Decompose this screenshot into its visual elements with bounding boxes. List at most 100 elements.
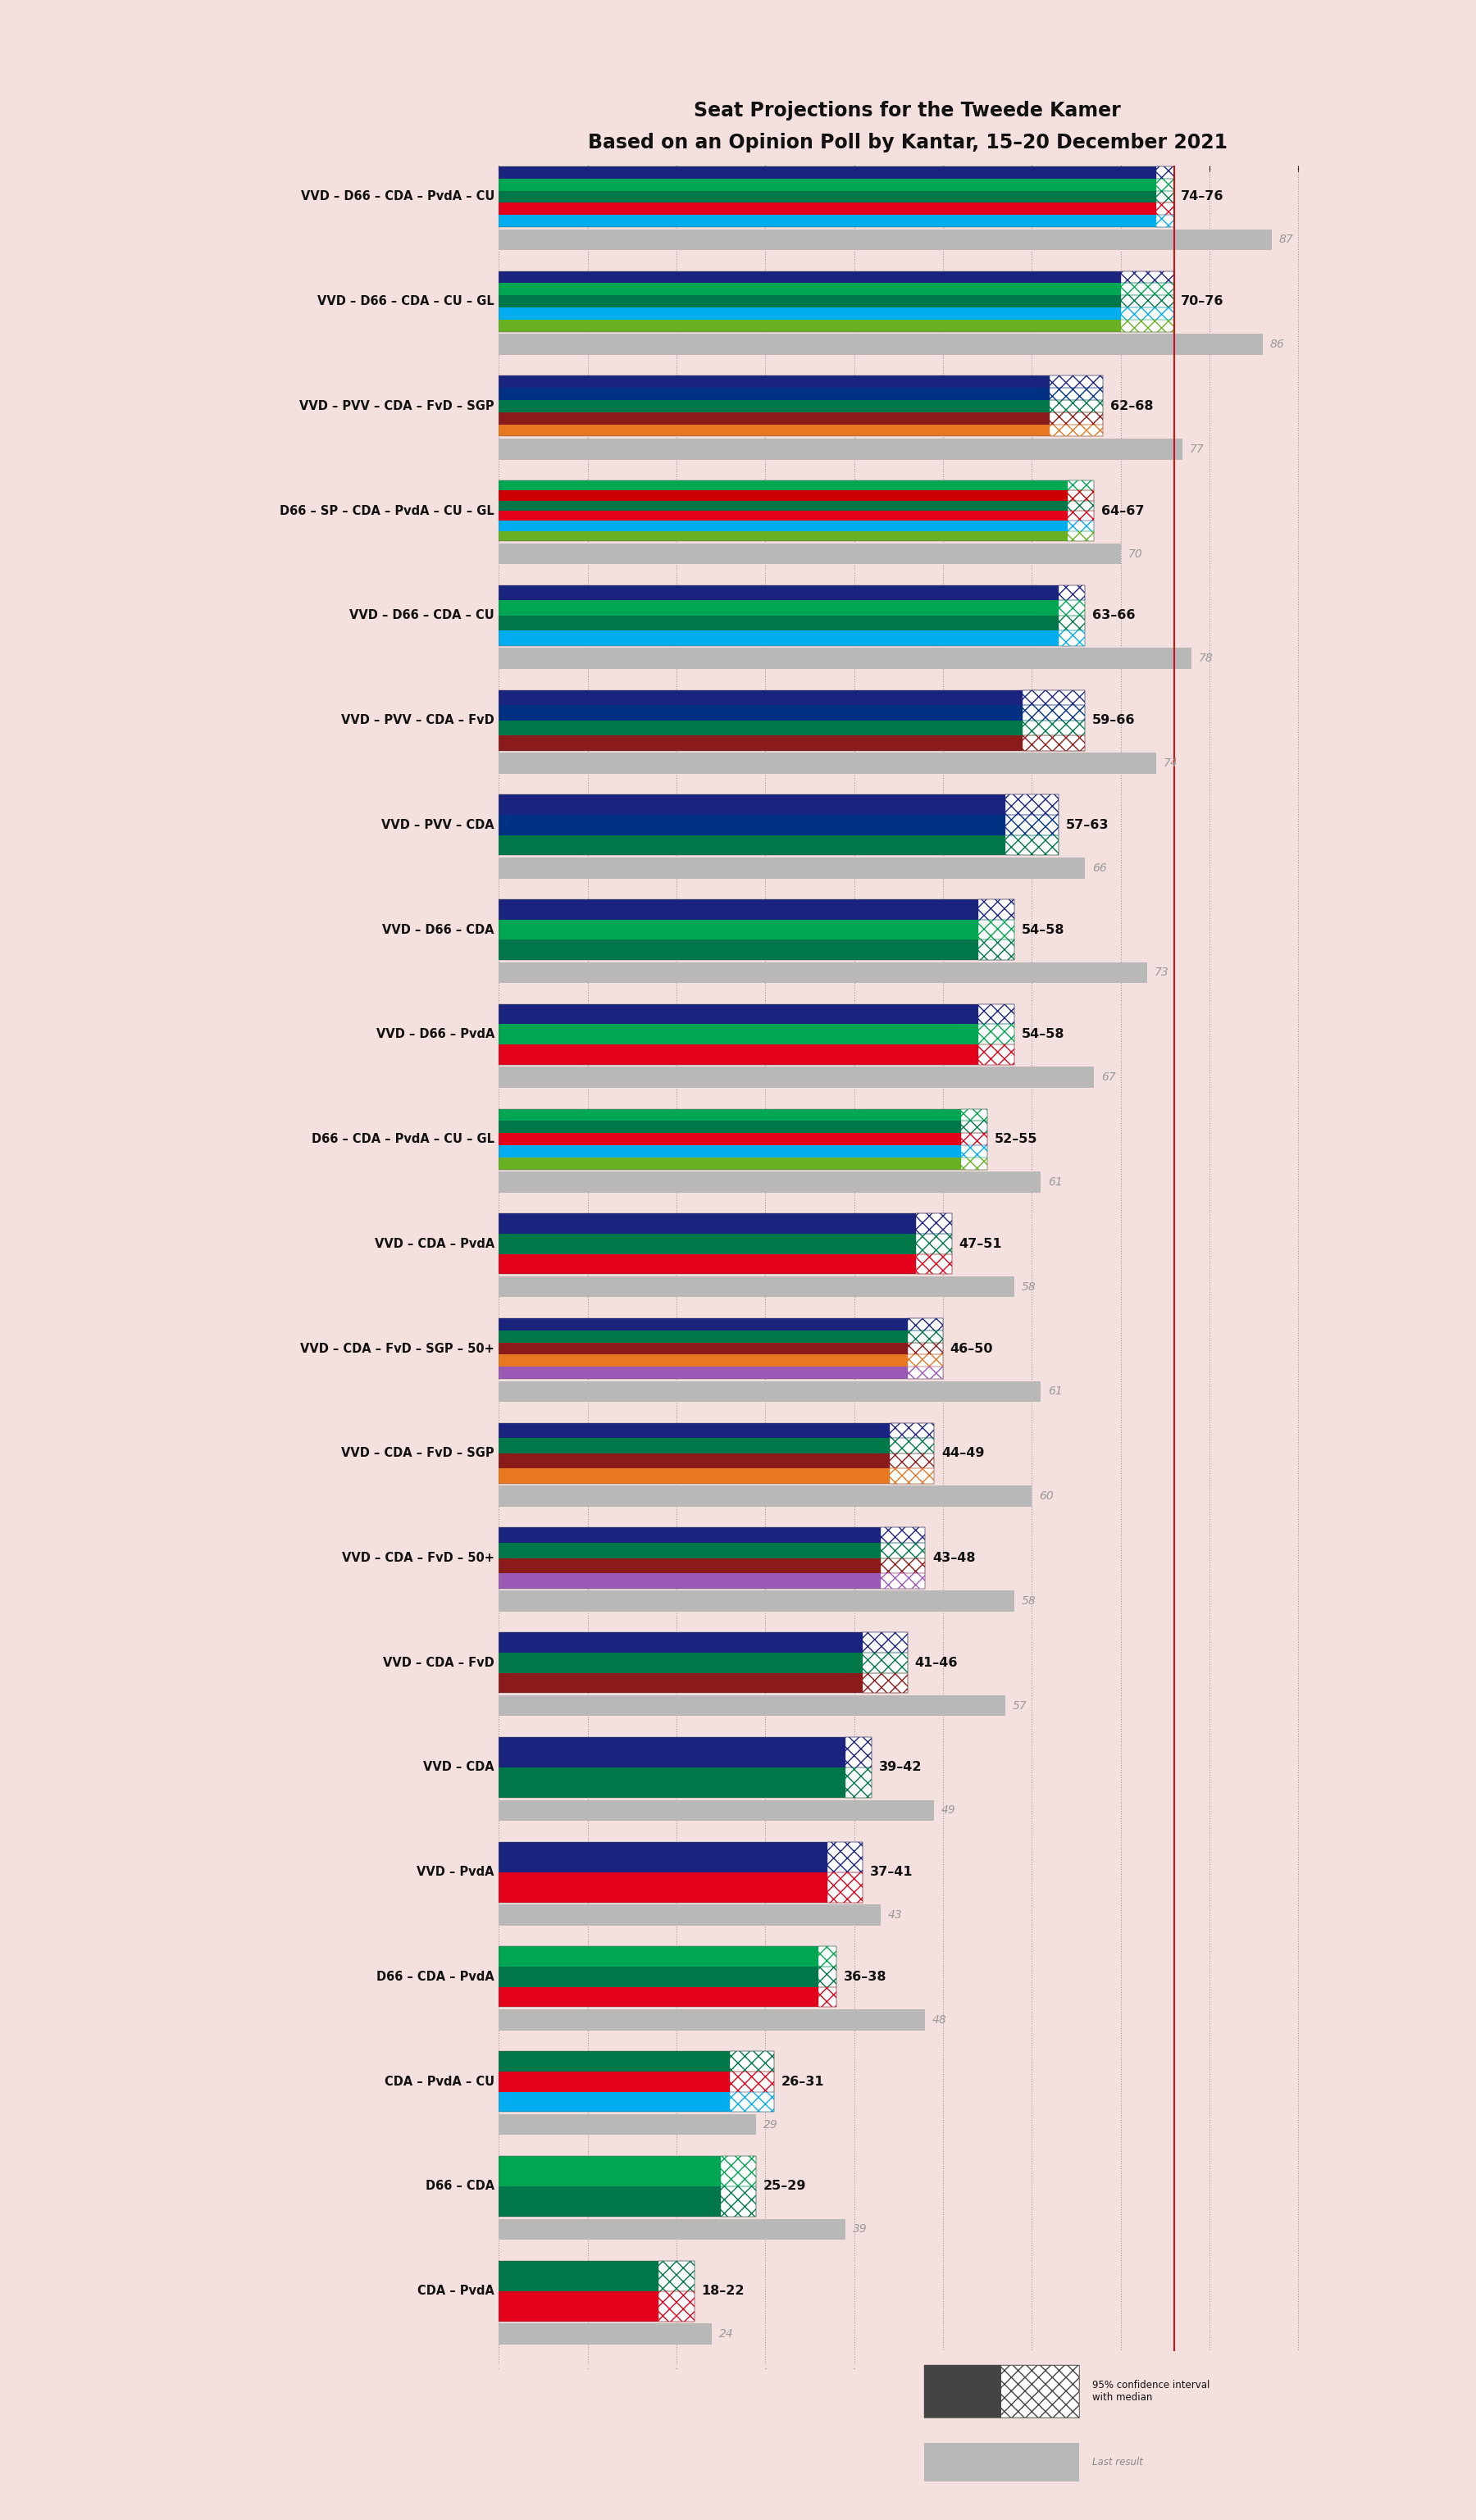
Bar <box>828 1872 863 1903</box>
Bar <box>881 1557 925 1572</box>
Bar <box>499 630 1058 645</box>
Bar <box>499 1121 961 1134</box>
Bar <box>499 1424 934 1484</box>
Bar <box>499 1381 1041 1401</box>
Bar <box>1067 481 1094 491</box>
Bar <box>890 1469 934 1484</box>
Bar <box>499 1134 961 1144</box>
Bar <box>499 272 1173 333</box>
Text: 41–46: 41–46 <box>915 1656 958 1668</box>
Bar <box>1156 179 1173 192</box>
Bar <box>499 1157 961 1169</box>
Bar <box>908 1331 943 1343</box>
Bar <box>961 1157 987 1169</box>
Bar <box>499 192 1156 202</box>
Text: VVD – CDA – PvdA: VVD – CDA – PvdA <box>375 1237 494 1250</box>
Bar <box>908 1356 943 1366</box>
Bar <box>499 1215 952 1275</box>
Bar <box>499 690 1023 706</box>
Bar <box>881 1542 925 1557</box>
Text: 47–51: 47–51 <box>959 1237 1002 1250</box>
Bar <box>1156 192 1173 202</box>
Text: VVD – D66 – PvdA: VVD – D66 – PvdA <box>376 1028 494 1041</box>
Bar <box>979 1023 1014 1046</box>
Bar <box>499 1633 863 1653</box>
Text: 46–50: 46–50 <box>951 1343 993 1356</box>
Bar <box>499 1527 881 1542</box>
Bar <box>924 2364 1079 2417</box>
Bar <box>499 375 1103 436</box>
Bar <box>499 272 1120 282</box>
Text: VVD – D66 – CDA – PvdA – CU: VVD – D66 – CDA – PvdA – CU <box>301 192 494 202</box>
Bar <box>499 1673 863 1693</box>
Bar <box>1120 307 1173 320</box>
Bar <box>863 1653 908 1673</box>
Bar <box>1049 401 1103 413</box>
Bar <box>908 1356 943 1366</box>
Bar <box>863 1633 908 1653</box>
Bar <box>1005 794 1058 814</box>
Text: 61: 61 <box>1048 1177 1063 1187</box>
Bar <box>499 2051 729 2071</box>
Bar <box>1120 282 1173 295</box>
Bar <box>658 2260 694 2291</box>
Bar <box>1058 615 1085 630</box>
Bar <box>846 1767 872 1797</box>
Bar <box>828 1872 863 1903</box>
Bar <box>499 1633 908 1693</box>
Bar <box>890 1454 934 1469</box>
Text: 57–63: 57–63 <box>1066 819 1108 832</box>
Bar <box>499 1318 908 1331</box>
Bar <box>499 1454 890 1469</box>
Bar <box>1049 413 1103 423</box>
Bar <box>890 1424 934 1439</box>
Text: VVD – CDA: VVD – CDA <box>424 1761 494 1774</box>
Bar <box>1120 295 1173 307</box>
Bar <box>890 1424 934 1439</box>
Text: 66: 66 <box>1092 862 1107 874</box>
Text: 70: 70 <box>1128 547 1142 559</box>
Bar <box>1058 630 1085 645</box>
Bar <box>499 900 1014 960</box>
Bar <box>881 1572 925 1588</box>
Bar <box>499 600 1058 615</box>
Bar <box>908 1366 943 1378</box>
Bar <box>499 585 1058 600</box>
Bar <box>499 753 1156 774</box>
Bar <box>499 1736 872 1797</box>
Bar <box>499 1439 890 1454</box>
Bar <box>499 2187 720 2218</box>
Bar <box>499 1799 934 1822</box>
Bar <box>1067 501 1094 512</box>
Bar <box>499 179 1156 192</box>
Text: 74–76: 74–76 <box>1181 192 1224 202</box>
Text: 77: 77 <box>1190 444 1204 454</box>
Bar <box>499 401 1049 413</box>
Text: VVD – PvdA: VVD – PvdA <box>416 1865 494 1877</box>
Text: 67: 67 <box>1101 1071 1116 1084</box>
Bar <box>1023 706 1085 721</box>
Bar <box>917 1235 952 1255</box>
Bar <box>1049 401 1103 413</box>
Bar <box>499 1235 917 1255</box>
Text: 70–76: 70–76 <box>1181 295 1224 307</box>
Bar <box>1049 423 1103 436</box>
Bar <box>1023 690 1085 706</box>
Bar <box>917 1215 952 1235</box>
Bar <box>1058 585 1085 600</box>
Bar <box>499 2071 729 2092</box>
Bar <box>863 1673 908 1693</box>
Bar <box>499 1736 846 1767</box>
Text: 48: 48 <box>933 2013 948 2026</box>
Bar <box>961 1134 987 1144</box>
Bar <box>1156 202 1173 214</box>
Bar <box>499 794 1005 814</box>
Bar <box>1156 192 1173 202</box>
Bar <box>499 333 1263 355</box>
Text: VVD – CDA – FvD – SGP – 50+: VVD – CDA – FvD – SGP – 50+ <box>300 1343 494 1356</box>
Bar <box>1120 295 1173 307</box>
Bar <box>658 2291 694 2321</box>
Text: 25–29: 25–29 <box>763 2180 806 2192</box>
Text: 78: 78 <box>1199 653 1213 665</box>
Bar <box>499 413 1049 423</box>
